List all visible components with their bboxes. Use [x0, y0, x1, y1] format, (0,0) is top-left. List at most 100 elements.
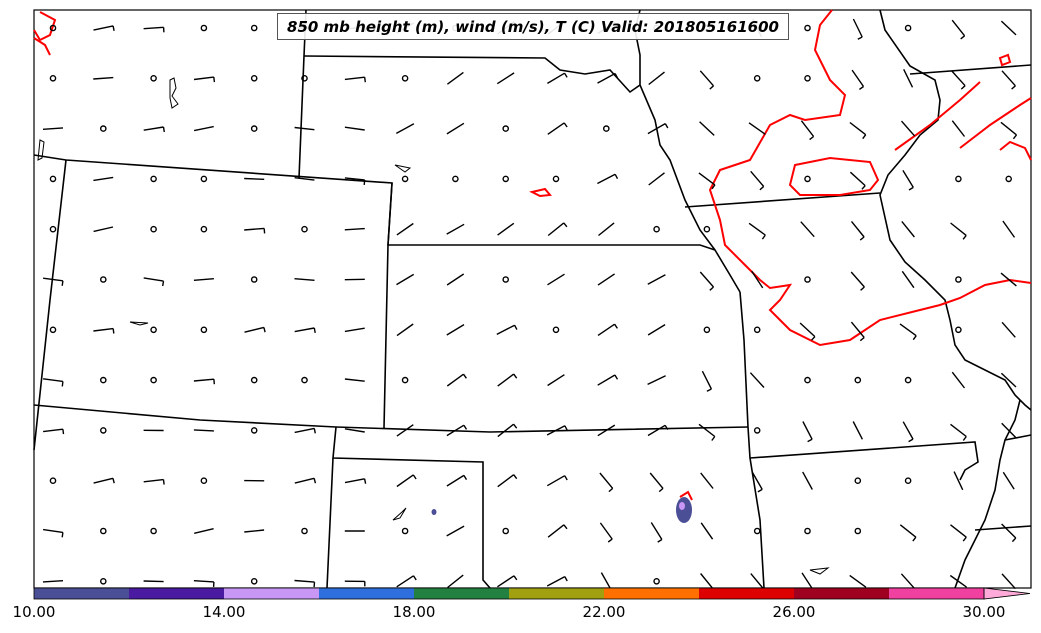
temperature-contour: [894, 81, 981, 151]
temperature-contour: [679, 490, 693, 501]
calm-wind-marker: [502, 175, 510, 183]
wind-barb: [546, 475, 568, 487]
calm-wind-marker: [854, 527, 862, 535]
temperature-contour: [788, 156, 880, 196]
wind-barb: [597, 72, 619, 84]
wind-barb: [748, 222, 766, 240]
boundary-mo-ar: [749, 441, 979, 481]
calm-wind-marker: [1005, 175, 1013, 183]
boundary-tn: [1004, 434, 1032, 441]
wind-barb: [547, 524, 568, 538]
wind-barb: [496, 72, 515, 85]
boundary-mississippi-river: [879, 9, 1032, 411]
wind-barb: [751, 270, 764, 289]
temperature-fill-patch: [679, 502, 685, 510]
wind-barb: [446, 223, 465, 235]
wind-barb: [344, 580, 366, 587]
wind-barb: [93, 477, 115, 484]
wind-barb: [547, 273, 565, 286]
calm-wind-marker: [301, 376, 308, 384]
wind-barb: [193, 580, 215, 587]
wind-barb: [800, 221, 815, 238]
wind-barb: [647, 424, 669, 437]
wind-barb: [193, 378, 215, 385]
calm-wind-marker: [804, 24, 811, 32]
colorbar-bin: [34, 588, 129, 599]
calm-wind-marker: [703, 225, 711, 233]
wind-barb: [546, 575, 568, 587]
wind-barb: [699, 70, 715, 90]
calm-wind-marker: [100, 376, 107, 384]
wind-barb: [750, 170, 765, 191]
calm-wind-marker: [200, 175, 208, 183]
calm-wind-marker: [904, 24, 912, 32]
wind-barb: [851, 69, 865, 90]
map-frame: [33, 9, 1032, 589]
wind-barb: [344, 428, 365, 433]
wind-barb: [649, 472, 664, 493]
wind-barb: [1000, 20, 1017, 36]
calm-wind-marker: [904, 477, 912, 485]
wind-barb: [547, 374, 565, 387]
wind-barb: [43, 428, 65, 435]
lake-outline: [129, 321, 149, 326]
wind-barb: [344, 177, 366, 185]
wind-barb: [1002, 471, 1015, 490]
wind-barb: [344, 478, 367, 484]
calm-wind-marker: [703, 326, 711, 334]
calm-wind-marker: [653, 225, 660, 233]
calm-wind-marker: [250, 578, 258, 585]
temperature-contour: [33, 37, 51, 56]
calm-wind-marker: [200, 326, 208, 334]
calm-wind-marker: [150, 527, 157, 535]
colorbar-tick-label: 26.00: [772, 603, 816, 621]
wind-barb: [143, 478, 165, 485]
calm-wind-marker: [301, 527, 308, 535]
wind-barb: [597, 273, 615, 286]
wind-barb: [446, 122, 465, 135]
colorbar-bin: [794, 588, 889, 599]
wind-barb: [648, 172, 665, 186]
wind-barb: [950, 222, 967, 240]
lake-outline: [37, 139, 45, 161]
colorbar-bin: [414, 588, 509, 599]
wind-barb: [953, 471, 964, 491]
lake-outline: [169, 77, 179, 109]
wind-barb: [1001, 422, 1017, 438]
colorbar-tick-label: 22.00: [582, 603, 626, 621]
wind-barb: [396, 273, 415, 286]
wind-barb: [597, 323, 618, 336]
wind-barb: [852, 18, 863, 40]
boundary-wi-il: [909, 64, 1032, 75]
boundary-ut-co: [33, 159, 67, 451]
calm-wind-marker: [200, 225, 208, 233]
boundary-ks-mo-ok-ar: [739, 291, 765, 589]
wind-barb: [849, 121, 867, 140]
wind-barb: [497, 222, 515, 236]
wind-barb: [802, 471, 813, 490]
lake-outline: [394, 164, 412, 173]
wind-barb: [647, 122, 669, 135]
wind-barb: [901, 270, 915, 289]
colorbar-bin: [509, 588, 604, 599]
temperature-fill: [431, 497, 692, 523]
wind-barb: [951, 19, 966, 40]
wind-barb: [446, 71, 464, 85]
colorbar-bin: [319, 588, 414, 599]
wind-barb: [294, 126, 315, 131]
temperature-contour: [999, 140, 1032, 161]
temperature-contour: [998, 53, 1012, 67]
boundary-nm-tx: [326, 457, 334, 589]
calm-wind-marker: [301, 75, 308, 82]
state-boundaries: [33, 9, 1032, 589]
wind-barb: [647, 324, 666, 336]
wind-barb: [93, 327, 115, 334]
wind-barb: [294, 477, 317, 484]
calm-wind-marker: [100, 125, 107, 132]
wind-barb: [193, 429, 214, 432]
wind-barb: [1002, 220, 1016, 238]
colorbar-outline: [33, 587, 985, 600]
calm-wind-marker: [401, 527, 409, 535]
wind-barb: [1001, 70, 1016, 90]
wind-barb: [648, 71, 665, 86]
